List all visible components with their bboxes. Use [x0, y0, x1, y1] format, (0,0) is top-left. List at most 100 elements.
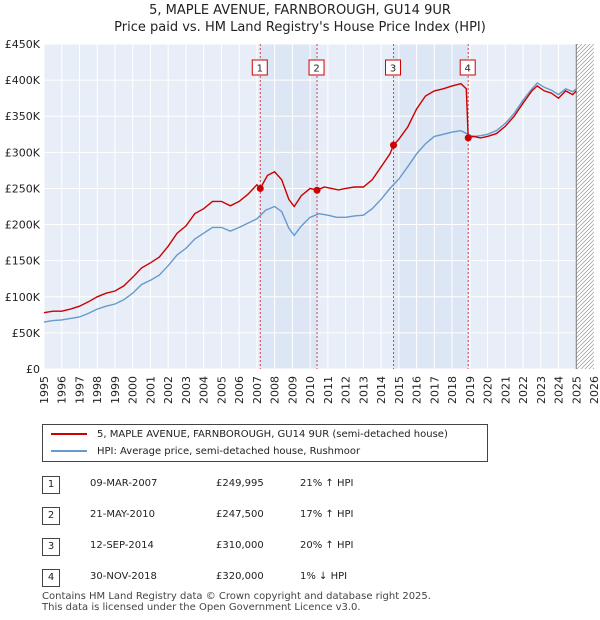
hatch-line	[576, 351, 594, 369]
x-tick-label: 2021	[499, 376, 512, 404]
hatch-line	[576, 139, 594, 158]
sale-label-number: 3	[390, 64, 396, 75]
x-tick-label: 2020	[482, 376, 495, 404]
sale-label-box	[308, 59, 325, 76]
x-tick-label: 2018	[446, 376, 459, 404]
sale-label-number: 2	[313, 64, 319, 75]
x-tick-label: 2005	[215, 376, 228, 404]
y-tick-label: £350K	[5, 110, 41, 123]
x-tick-label: 2009	[286, 376, 299, 404]
hatch-line	[576, 179, 594, 198]
hatch-line	[576, 255, 594, 274]
hatch-line	[576, 191, 594, 210]
hatch-line	[576, 111, 594, 130]
hatch-line	[576, 259, 594, 278]
hatch-line	[576, 263, 594, 282]
x-tick-label: 2007	[251, 376, 264, 404]
hatch-line	[576, 167, 594, 186]
hatch-line	[588, 363, 594, 369]
hatch-line	[576, 55, 594, 74]
hatch-line	[576, 307, 594, 326]
x-tick-label: 1997	[73, 376, 86, 404]
hatch-line	[576, 44, 579, 46]
sale-number-badge: 1	[42, 476, 60, 494]
chart-title: 5, MAPLE AVENUE, FARNBOROUGH, GU14 9UR	[149, 3, 451, 18]
hatch-line	[576, 235, 594, 254]
sale-date: 21-MAY-2010	[90, 509, 156, 520]
x-tick-label: 2010	[304, 376, 317, 404]
hatch-line	[576, 247, 594, 266]
hatch-line	[576, 4, 594, 22]
sale-date: 12-SEP-2014	[90, 540, 154, 551]
hatch-line	[576, 95, 594, 114]
hatch-line	[576, 327, 594, 346]
hatch-line	[576, 195, 594, 214]
hatch-line	[576, 107, 594, 126]
hatch-line	[576, 219, 594, 238]
hatch-line	[576, 267, 594, 286]
hatch-line	[576, 243, 594, 262]
x-tick-label: 2022	[517, 376, 530, 404]
hatch-line	[576, 183, 594, 202]
hatch-line	[576, 44, 594, 62]
y-tick-label: £150K	[5, 255, 41, 268]
sale-hpi-diff: 20% ↑ HPI	[300, 540, 354, 551]
x-tick-label: 2012	[340, 376, 353, 404]
hatch-line	[576, 83, 594, 102]
y-tick-label: £50K	[12, 327, 41, 340]
hatch-line	[576, 91, 594, 110]
sale-point-marker	[464, 134, 472, 142]
sale-label-number: 4	[465, 64, 471, 75]
hatch-line	[576, 123, 594, 142]
sale-row: 1 09-MAR-2007 £249,995 21% ↑ HPI	[42, 474, 562, 505]
hatch-line	[576, 303, 594, 322]
hatch-line	[576, 275, 594, 294]
sale-number-badge: 4	[42, 569, 60, 587]
sale-hpi-diff: 1% ↓ HPI	[300, 571, 348, 582]
sale-hpi-diff: 17% ↑ HPI	[300, 509, 354, 520]
x-tick-label: 2017	[428, 376, 441, 404]
y-tick-label: £250K	[5, 182, 41, 195]
hatch-line	[576, 79, 594, 98]
hatch-line	[576, 211, 594, 230]
x-tick-label: 2014	[375, 376, 388, 404]
hatch-line	[576, 147, 594, 166]
hatch-line	[576, 343, 594, 362]
hatch-line	[576, 227, 594, 246]
hatch-line	[576, 119, 594, 138]
x-tick-label: 2013	[357, 376, 370, 404]
y-tick-label: £300K	[5, 146, 41, 159]
footer-line-1: Contains HM Land Registry data © Crown c…	[42, 591, 431, 602]
sale-price: £249,995	[216, 478, 264, 489]
x-tick-label: 2015	[393, 376, 406, 404]
hatch-line	[576, 335, 594, 354]
hatch-line	[576, 151, 594, 170]
hatch-line	[576, 271, 594, 290]
x-tick-label: 2024	[553, 376, 566, 404]
legend-label-hpi: HPI: Average price, semi-detached house,…	[97, 446, 361, 457]
hatch-line	[576, 75, 594, 94]
chart-subtitle: Price paid vs. HM Land Registry's House …	[114, 20, 486, 35]
hatch-line	[576, 16, 594, 34]
hatch-line	[576, 187, 594, 206]
hatch-line	[576, 315, 594, 334]
hatch-line	[576, 67, 594, 86]
plot-area	[44, 44, 594, 369]
sale-date: 09-MAR-2007	[90, 478, 158, 489]
price-chart: 5, MAPLE AVENUE, FARNBOROUGH, GU14 9UR P…	[5, 3, 600, 404]
sale-point-marker	[256, 184, 264, 192]
legend-item-property: 5, MAPLE AVENUE, FARNBOROUGH, GU14 9UR (…	[51, 426, 448, 444]
hatch-line	[576, 99, 594, 118]
x-tick-label: 1998	[91, 376, 104, 404]
hatch-line	[576, 331, 594, 350]
hatch-line	[576, 20, 594, 38]
hatch-line	[576, 239, 594, 258]
hatch-line	[576, 299, 594, 318]
hatch-line	[576, 319, 594, 338]
sale-label-number: 1	[257, 64, 263, 75]
legend-swatch-blue	[51, 450, 87, 452]
y-tick-label: £0	[26, 363, 40, 376]
hatch-line	[576, 199, 594, 218]
hatch-line	[576, 47, 594, 66]
sale-label-box	[251, 59, 268, 76]
